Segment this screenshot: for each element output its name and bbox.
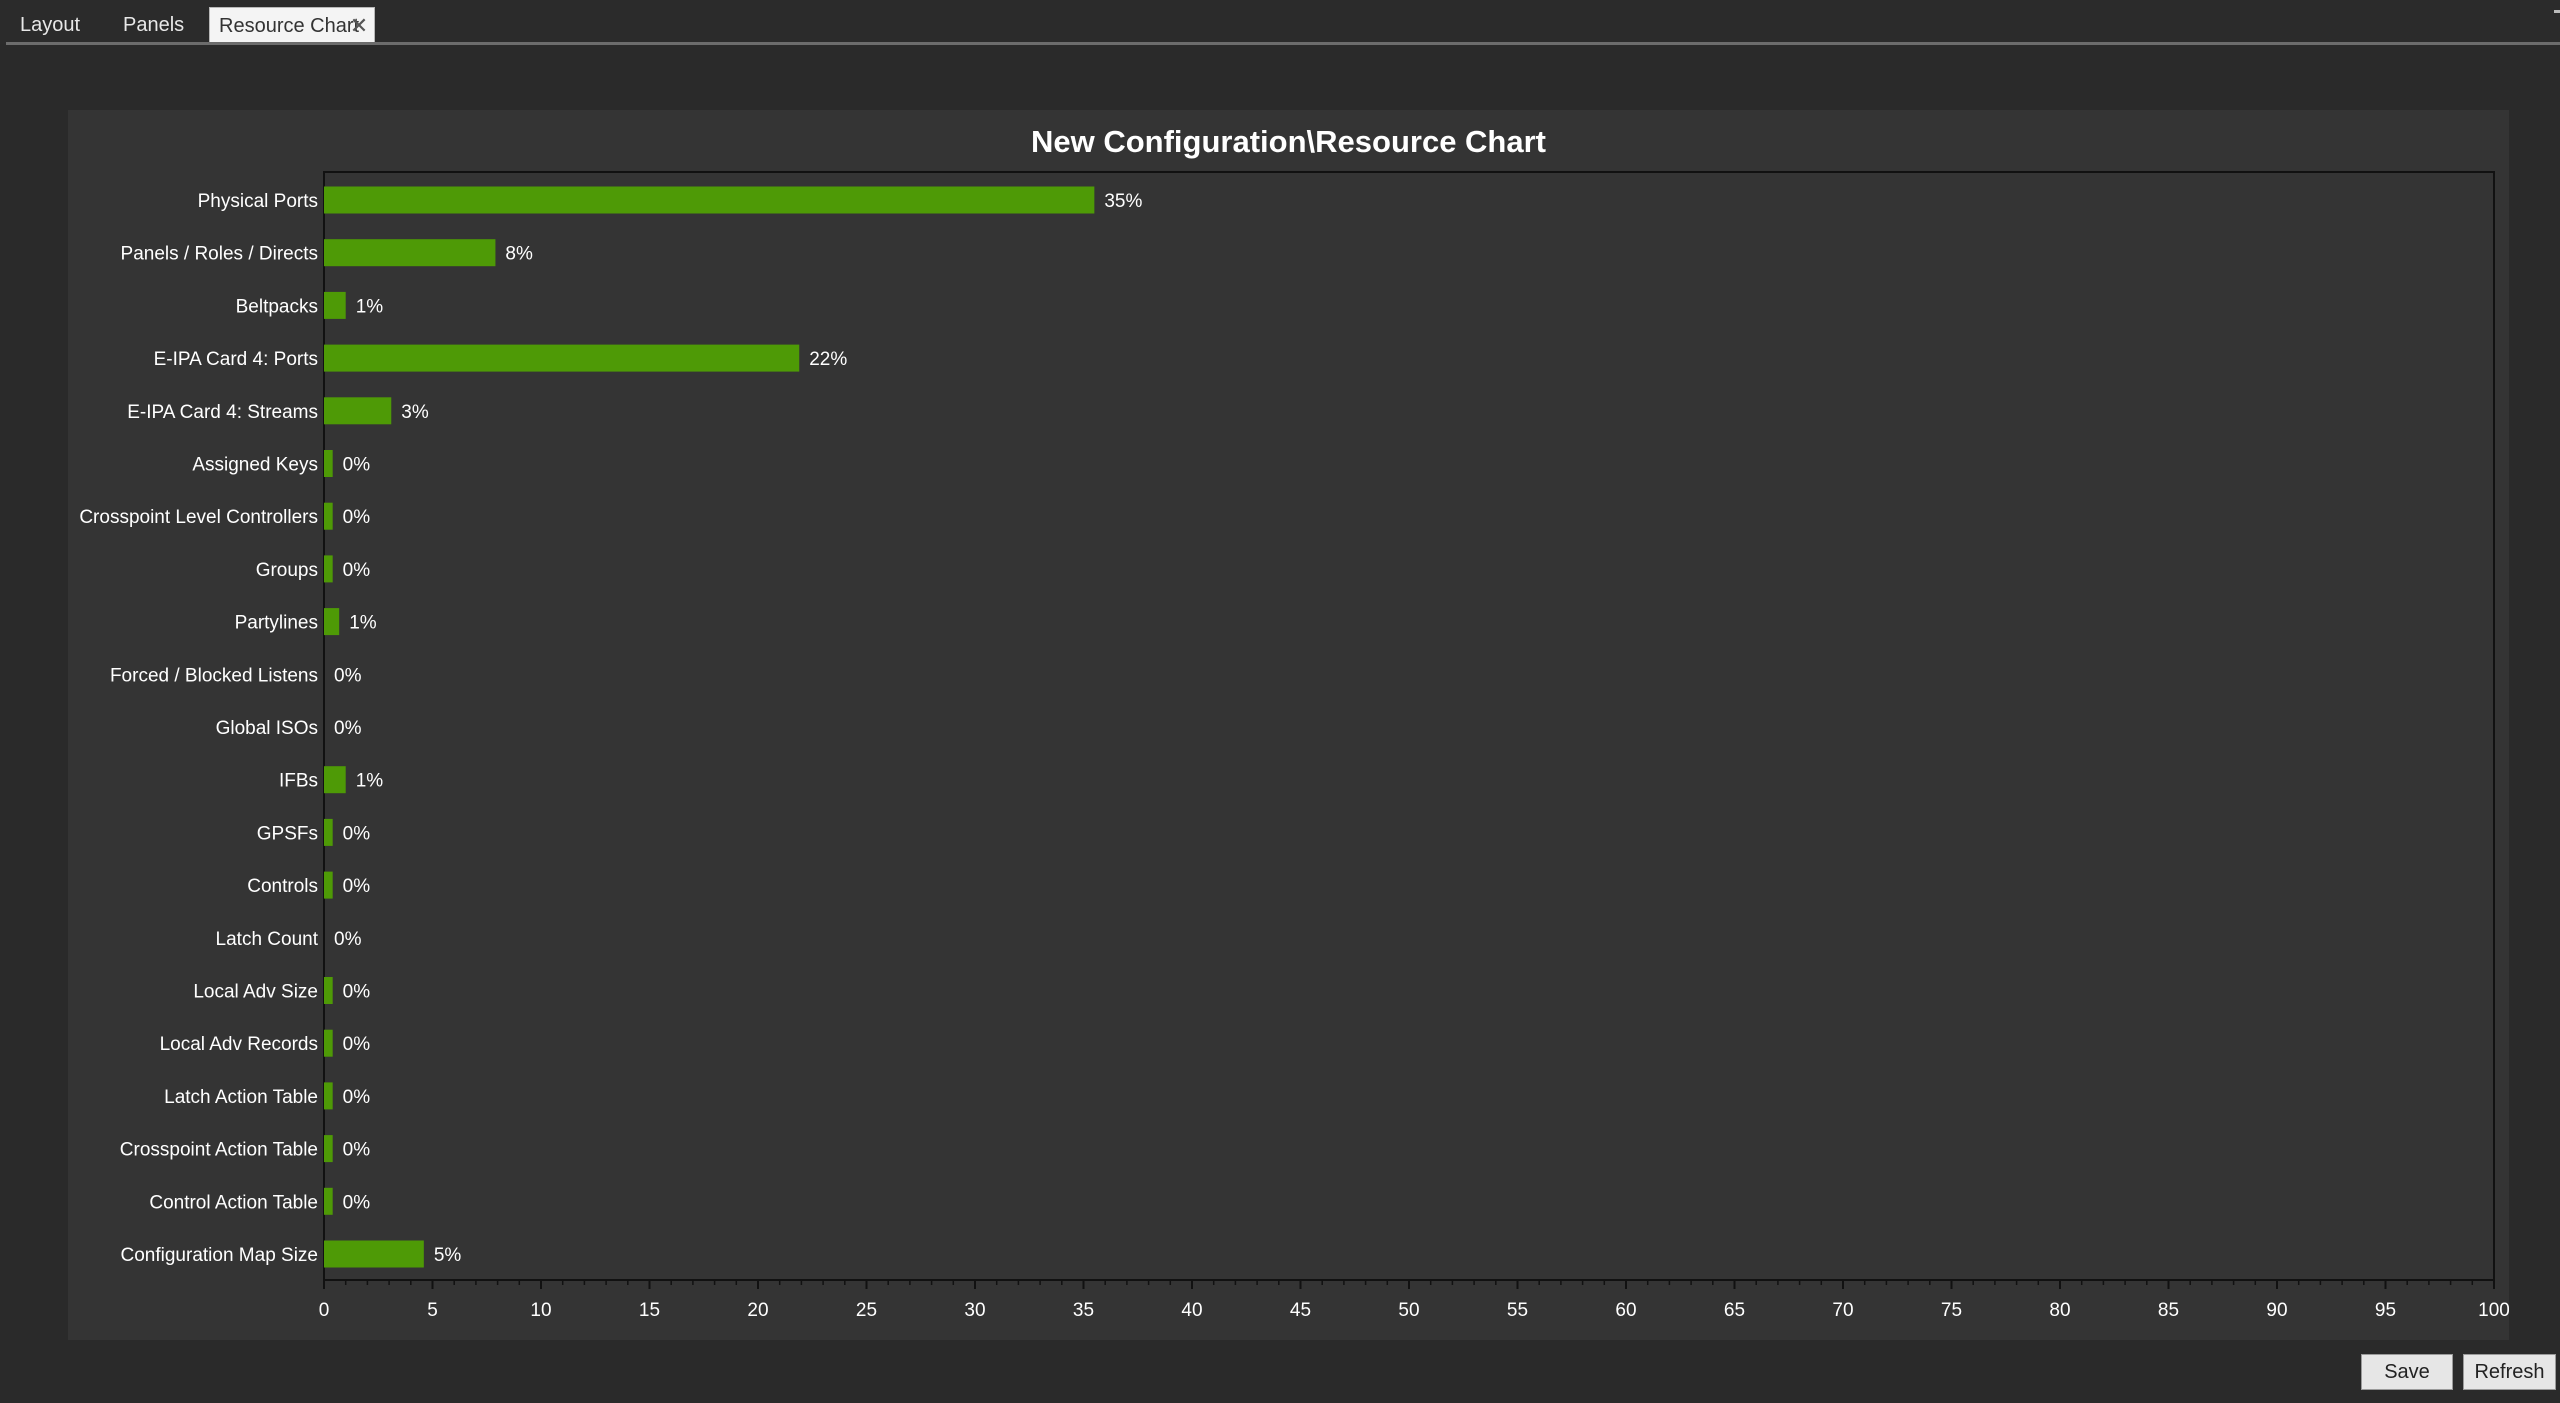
tab-layout[interactable]: Layout xyxy=(20,14,81,36)
x-axis-tick-label: 55 xyxy=(1507,1300,1528,1321)
bar-value-label: 35% xyxy=(1104,191,1142,212)
tab-panels[interactable]: Panels xyxy=(123,14,185,36)
bar-value-label: 0% xyxy=(334,929,362,950)
bar xyxy=(324,239,496,267)
window-corner-marker xyxy=(2554,10,2560,13)
x-axis-tick-label: 50 xyxy=(1398,1300,1419,1321)
bar xyxy=(324,1029,333,1057)
bar xyxy=(324,871,333,899)
x-axis-tick-label: 60 xyxy=(1615,1300,1636,1321)
x-axis-tick-label: 100 xyxy=(2478,1300,2509,1321)
x-axis-tick-label: 35 xyxy=(1073,1300,1094,1321)
close-icon[interactable]: ✕ xyxy=(349,13,369,38)
x-axis-tick-label: 70 xyxy=(1832,1300,1853,1321)
resource-bar-chart: 0 5 10 15 20 25 30 35 40 45 50 55 60 65 70 75 80 85 90 95 10… xyxy=(79,171,2509,1321)
bar xyxy=(324,344,800,372)
bar-value-label: 1% xyxy=(356,296,384,317)
chart-panel: New Configuration\Resource Chart 0 5 10 15 2… xyxy=(68,110,2509,1340)
bar xyxy=(324,502,333,530)
category-label: Partylines xyxy=(235,613,318,634)
bar-value-label: 0% xyxy=(343,1192,371,1213)
chart-title: New Configuration\Resource Chart xyxy=(1031,124,1546,159)
tab-bar: Layout Panels Resource Chart ✕ xyxy=(0,0,2560,45)
bar xyxy=(324,1240,424,1268)
bar-value-label: 8% xyxy=(505,244,533,265)
bar xyxy=(324,397,392,425)
category-label: GPSFs xyxy=(257,823,318,844)
save-button[interactable]: Save xyxy=(2361,1354,2453,1390)
category-label: Assigned Keys xyxy=(192,455,318,476)
category-label: Latch Count xyxy=(216,929,319,950)
refresh-button[interactable]: Refresh xyxy=(2463,1354,2556,1390)
category-label: Configuration Map Size xyxy=(121,1245,319,1266)
bar-value-label: 3% xyxy=(401,402,429,423)
bar xyxy=(324,291,346,319)
x-axis-tick-label: 95 xyxy=(2375,1300,2396,1321)
bar-value-label: 1% xyxy=(349,613,377,634)
bar-value-label: 0% xyxy=(343,876,371,897)
bar xyxy=(324,818,333,846)
bar-value-label: 0% xyxy=(343,823,371,844)
category-label: Control Action Table xyxy=(149,1192,318,1213)
x-axis-tick-label: 75 xyxy=(1941,1300,1962,1321)
category-label: E-IPA Card 4: Streams xyxy=(127,402,318,423)
bar xyxy=(324,1135,333,1163)
x-axis-tick-label: 20 xyxy=(747,1300,768,1321)
bar-value-label: 0% xyxy=(334,718,362,739)
bar-value-label: 0% xyxy=(343,560,371,581)
category-label: Physical Ports xyxy=(198,191,318,212)
x-axis-tick-label: 45 xyxy=(1290,1300,1311,1321)
bar-value-label: 0% xyxy=(343,982,371,1003)
category-label: IFBs xyxy=(279,771,318,792)
category-label: Latch Action Table xyxy=(164,1087,318,1108)
category-label: Crosspoint Level Controllers xyxy=(79,507,318,528)
bar xyxy=(324,555,333,583)
x-axis-tick-label: 40 xyxy=(1181,1300,1202,1321)
x-axis-tick-label: 80 xyxy=(2049,1300,2070,1321)
bar-value-label: 0% xyxy=(343,507,371,528)
tab-underline xyxy=(6,42,2560,45)
bar-value-label: 0% xyxy=(343,1087,371,1108)
x-axis-tick-label: 90 xyxy=(2266,1300,2287,1321)
x-axis-tick-label: 15 xyxy=(639,1300,660,1321)
bar xyxy=(324,1187,333,1215)
category-label: Beltpacks xyxy=(236,296,318,317)
category-label: Forced / Blocked Listens xyxy=(110,665,318,686)
category-label: Global ISOs xyxy=(216,718,318,739)
x-axis-tick-label: 5 xyxy=(427,1300,438,1321)
category-label: Groups xyxy=(256,560,318,581)
bar-value-label: 5% xyxy=(434,1245,462,1266)
category-label: Local Adv Size xyxy=(193,982,318,1003)
x-axis-tick-label: 0 xyxy=(319,1300,330,1321)
category-label: Local Adv Records xyxy=(160,1034,318,1055)
bar xyxy=(324,766,346,794)
category-label: Crosspoint Action Table xyxy=(120,1140,318,1161)
bar-value-label: 0% xyxy=(343,455,371,476)
bar-value-label: 0% xyxy=(334,665,362,686)
bar xyxy=(324,977,333,1004)
bar-value-label: 0% xyxy=(343,1140,371,1161)
x-axis-tick-label: 10 xyxy=(530,1300,551,1321)
x-axis-tick-label: 65 xyxy=(1724,1300,1745,1321)
category-label: Panels / Roles / Directs xyxy=(121,244,318,265)
category-label: Controls xyxy=(247,876,318,897)
x-axis-tick-label: 30 xyxy=(964,1300,985,1321)
category-label: E-IPA Card 4: Ports xyxy=(154,349,318,370)
x-axis-tick-label: 25 xyxy=(856,1300,877,1321)
tab-resource-chart-label: Resource Chart xyxy=(219,15,360,37)
bar xyxy=(324,186,1095,214)
bar-value-label: 1% xyxy=(356,771,384,792)
bar xyxy=(324,608,340,636)
bar xyxy=(324,450,333,477)
x-axis-tick-label: 85 xyxy=(2158,1300,2179,1321)
bar xyxy=(324,1082,333,1110)
bar-value-label: 0% xyxy=(343,1034,371,1055)
bar-value-label: 22% xyxy=(809,349,847,370)
plot-area-frame xyxy=(323,171,2495,1281)
tab-resource-chart[interactable]: Resource Chart ✕ xyxy=(209,7,375,43)
